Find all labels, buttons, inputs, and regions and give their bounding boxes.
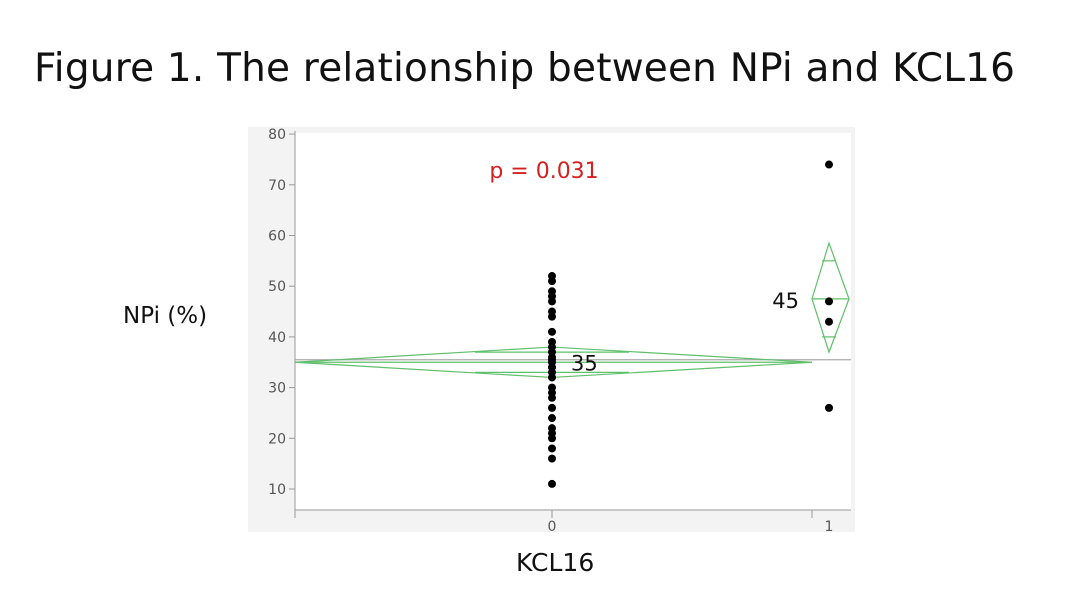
y-tick-label: 20 (268, 431, 286, 447)
p-value-annotation: p = 0.031 (489, 159, 598, 184)
y-tick-label: 10 (268, 482, 286, 498)
mean-labels: 35 45 (571, 289, 799, 375)
data-point (548, 297, 556, 306)
data-point (548, 373, 556, 382)
plot-area (295, 133, 851, 510)
y-tick-label: 30 (268, 381, 286, 397)
data-point (825, 403, 833, 412)
data-point (548, 444, 556, 453)
page-title: Figure 1. The relationship between NPi a… (34, 46, 1016, 91)
data-point (548, 414, 556, 423)
data-point (548, 479, 556, 488)
y-tick-label: 40 (268, 330, 286, 346)
data-point (548, 312, 556, 321)
means-diamonds (294, 241, 851, 379)
data-point (825, 160, 833, 169)
x-tick-label: 0 (548, 519, 557, 535)
data-point (825, 297, 833, 306)
x-tick-label: 1 (825, 519, 834, 535)
data-point (548, 403, 556, 412)
data-point (548, 454, 556, 463)
x-axis-label: KCL16 (516, 548, 595, 577)
y-axis-label: NPi (%) (123, 303, 208, 329)
y-tick-labels: 10 20 30 40 50 60 70 80 (268, 127, 286, 498)
mean-label-group-1: 45 (772, 289, 799, 313)
mean-label-group-0: 35 (571, 351, 598, 375)
y-tick-label: 80 (268, 127, 286, 143)
data-point (548, 277, 556, 286)
data-points (548, 160, 833, 488)
y-tick-label: 50 (268, 279, 286, 295)
y-tick-label: 70 (268, 178, 286, 194)
data-point (548, 434, 556, 443)
data-point (548, 393, 556, 402)
data-point (548, 327, 556, 336)
data-point (825, 317, 833, 326)
y-tick-label: 60 (268, 229, 286, 245)
axes (289, 131, 851, 518)
